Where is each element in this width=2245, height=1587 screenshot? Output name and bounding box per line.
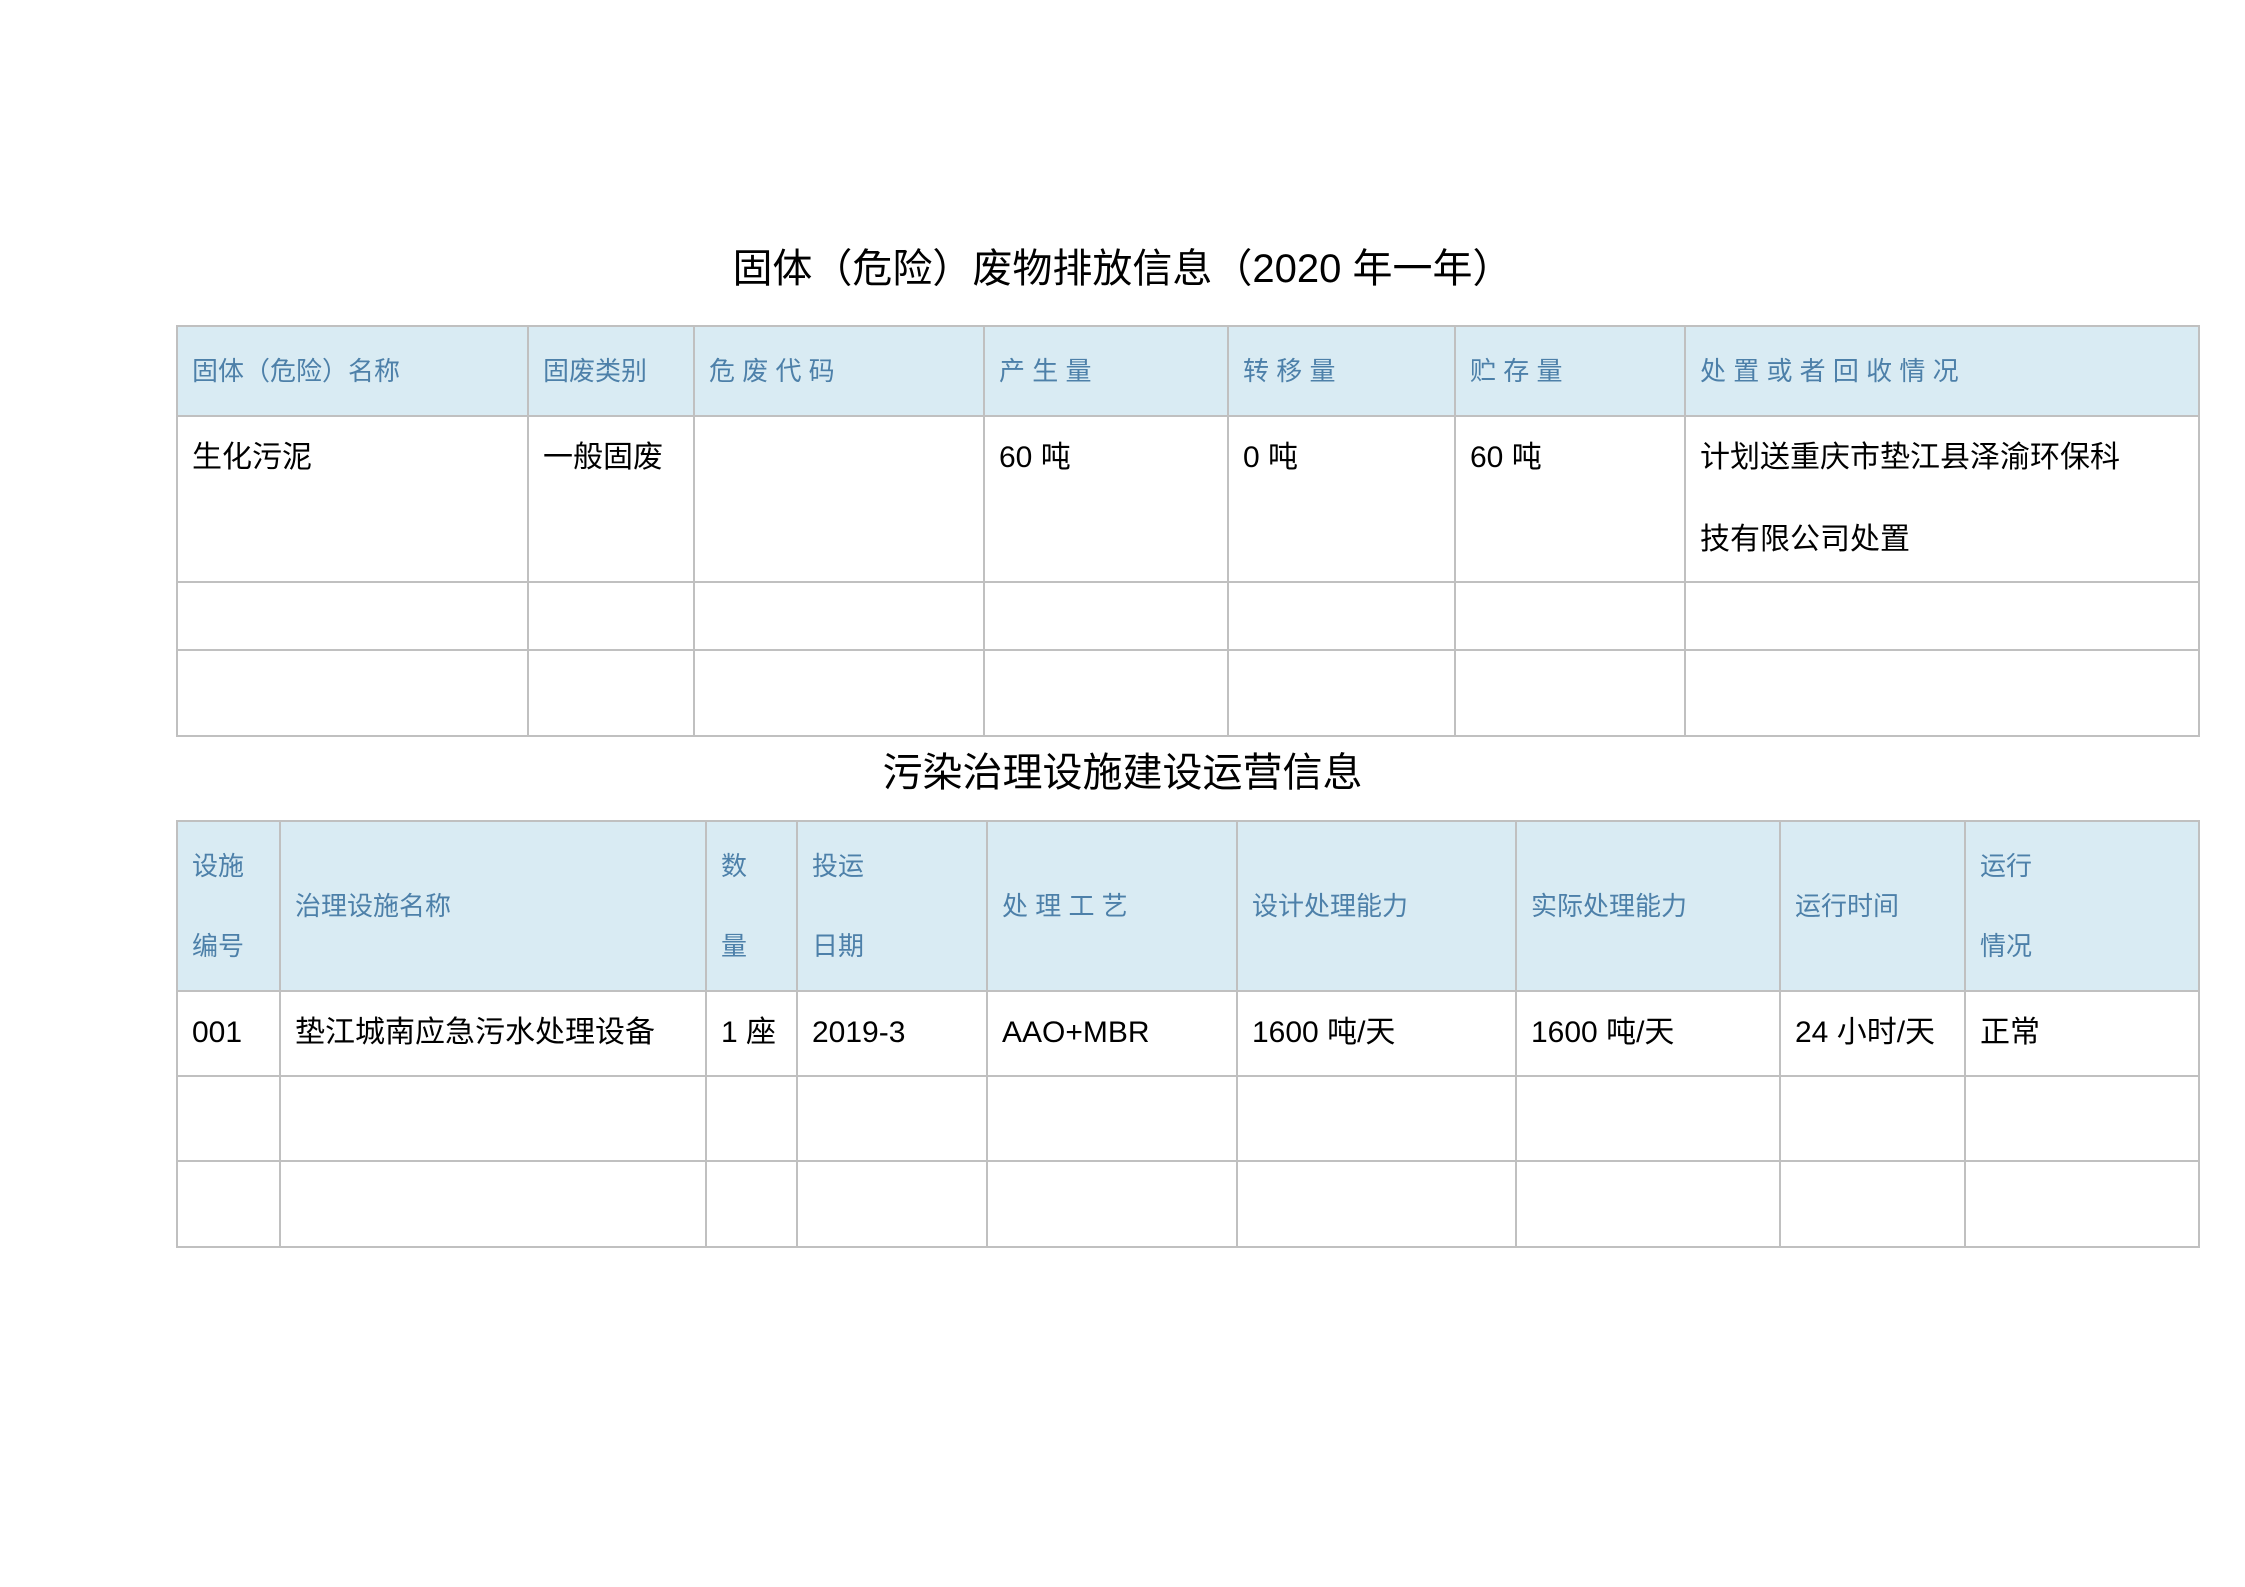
table-cell <box>527 649 695 737</box>
table-cell <box>1964 1075 2200 1162</box>
table-cell: 垫江城南应急污水处理设备 <box>279 990 707 1077</box>
header-cell-stored-amount: 贮 存 量 <box>1454 325 1686 417</box>
table-cell: 1 座 <box>705 990 798 1077</box>
table-cell <box>279 1075 707 1162</box>
table-cell <box>527 581 695 651</box>
table-cell <box>796 1160 988 1248</box>
table-cell: 一般固废 <box>527 415 695 583</box>
table-cell <box>705 1075 798 1162</box>
table-cell <box>986 1160 1238 1248</box>
table-cell: 24 小时/天 <box>1779 990 1966 1077</box>
solid-waste-table-title: 固体（危险）废物排放信息（2020 年一年） <box>732 247 1513 291</box>
header-cell-facility-id: 设施 编号 <box>176 820 281 992</box>
table-cell <box>1236 1160 1517 1248</box>
table-cell <box>983 649 1229 737</box>
table-cell <box>705 1160 798 1248</box>
table-cell <box>986 1075 1238 1162</box>
treatment-facility-table-title: 污染治理设施建设运营信息 <box>882 751 1363 795</box>
table-cell <box>1236 1075 1517 1162</box>
table-cell <box>693 415 985 583</box>
header-cell-treatment-process: 处 理 工 艺 <box>986 820 1238 992</box>
header-cell-hazard-code: 危 废 代 码 <box>693 325 985 417</box>
header-cell-generated-amount: 产 生 量 <box>983 325 1229 417</box>
header-cell-waste-category: 固废类别 <box>527 325 695 417</box>
table-cell <box>176 581 529 651</box>
table-cell: 1600 吨/天 <box>1515 990 1781 1077</box>
header-cell-operating-status: 运行 情况 <box>1964 820 2200 992</box>
table-cell <box>176 649 529 737</box>
table-cell <box>1684 581 2200 651</box>
table-cell: 计划送重庆市垫江县泽渝环保科技有限公司处置 <box>1684 415 2200 583</box>
header-cell-waste-name: 固体（危险）名称 <box>176 325 529 417</box>
table-cell <box>1779 1160 1966 1248</box>
table-header-row: 设施 编号 治理设施名称 数 量 投运 日期 处 理 工 艺 设计处理能力 实际… <box>176 820 2200 992</box>
table-cell: 0 吨 <box>1227 415 1456 583</box>
table-cell <box>1964 1160 2200 1248</box>
header-cell-disposal-info: 处 置 或 者 回 收 情 况 <box>1684 325 2200 417</box>
table-cell <box>1227 581 1456 651</box>
header-cell-quantity: 数 量 <box>705 820 798 992</box>
table-cell <box>176 1075 281 1162</box>
header-cell-facility-name: 治理设施名称 <box>279 820 707 992</box>
table-header-row: 固体（危险）名称 固废类别 危 废 代 码 产 生 量 转 移 量 贮 存 量 … <box>176 325 2200 417</box>
table-cell <box>693 581 985 651</box>
table-cell: 生化污泥 <box>176 415 529 583</box>
table-cell <box>1684 649 2200 737</box>
table-cell: 1600 吨/天 <box>1236 990 1517 1077</box>
table-row: 生化污泥 一般固废 60 吨 0 吨 60 吨 计划送重庆市垫江县泽渝环保科技有… <box>176 415 2200 583</box>
table-cell <box>1227 649 1456 737</box>
table-cell <box>1515 1160 1781 1248</box>
table-cell: AAO+MBR <box>986 990 1238 1077</box>
table-row <box>176 649 2200 737</box>
solid-waste-table: 固体（危险）名称 固废类别 危 废 代 码 产 生 量 转 移 量 贮 存 量 … <box>176 325 2200 737</box>
header-cell-operating-hours: 运行时间 <box>1779 820 1966 992</box>
table-cell <box>1779 1075 1966 1162</box>
treatment-facility-table: 设施 编号 治理设施名称 数 量 投运 日期 处 理 工 艺 设计处理能力 实际… <box>176 820 2200 1248</box>
header-cell-design-capacity: 设计处理能力 <box>1236 820 1517 992</box>
table-row <box>176 581 2200 651</box>
table-cell: 60 吨 <box>1454 415 1686 583</box>
table-cell <box>1454 581 1686 651</box>
header-cell-transferred-amount: 转 移 量 <box>1227 325 1456 417</box>
table-cell <box>1454 649 1686 737</box>
table-row <box>176 1160 2200 1248</box>
table-cell <box>693 649 985 737</box>
table-cell <box>983 581 1229 651</box>
table-cell <box>796 1075 988 1162</box>
table-cell: 60 吨 <box>983 415 1229 583</box>
table-row <box>176 1075 2200 1162</box>
header-cell-commission-date: 投运 日期 <box>796 820 988 992</box>
table-cell: 正常 <box>1964 990 2200 1077</box>
table-cell <box>279 1160 707 1248</box>
header-cell-actual-capacity: 实际处理能力 <box>1515 820 1781 992</box>
table-cell <box>1515 1075 1781 1162</box>
table-cell: 001 <box>176 990 281 1077</box>
table-row: 001 垫江城南应急污水处理设备 1 座 2019-3 AAO+MBR 1600… <box>176 990 2200 1077</box>
table-cell <box>176 1160 281 1248</box>
table-cell: 2019-3 <box>796 990 988 1077</box>
